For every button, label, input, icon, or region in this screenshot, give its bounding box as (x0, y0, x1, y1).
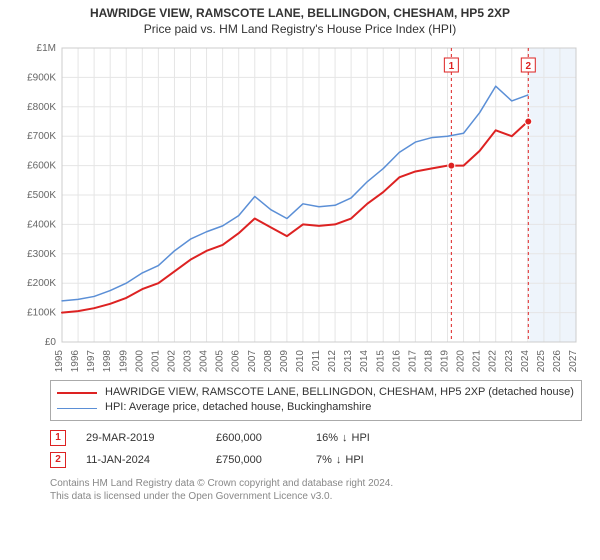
x-tick-label: 2024 (520, 350, 531, 372)
sales-diff-pct: 7% (316, 454, 332, 466)
chart-subtitle: Price paid vs. HM Land Registry's House … (0, 22, 600, 36)
x-tick-label: 2007 (247, 350, 258, 372)
x-tick-label: 2025 (536, 350, 547, 372)
sale-dot (525, 118, 532, 125)
x-tick-label: 2023 (504, 350, 515, 372)
y-tick-label: £900K (27, 72, 56, 83)
chart-title: HAWRIDGE VIEW, RAMSCOTE LANE, BELLINGDON… (0, 0, 600, 20)
sales-diff: 16% ↓ HPI (316, 432, 406, 444)
x-tick-label: 2015 (375, 350, 386, 372)
legend-label: HPI: Average price, detached house, Buck… (105, 400, 371, 415)
sales-price: £600,000 (216, 432, 296, 444)
legend-item: HAWRIDGE VIEW, RAMSCOTE LANE, BELLINGDON… (57, 385, 575, 400)
sale-dot (448, 162, 455, 169)
sales-date: 11-JAN-2024 (86, 454, 196, 466)
x-tick-label: 2006 (231, 350, 242, 372)
x-tick-label: 2001 (150, 350, 161, 372)
sales-diff: 7% ↓HPI (316, 454, 406, 466)
x-tick-label: 2000 (134, 350, 145, 372)
sales-date: 29-MAR-2019 (86, 432, 196, 444)
x-tick-label: 2012 (327, 350, 338, 372)
sales-table: 129-MAR-2019£600,00016%↓HPI211-JAN-2024£… (50, 427, 582, 471)
y-tick-label: £200K (27, 278, 56, 289)
chart-container: £0 £100K £200K £300K £400K £500K £600K £700K £80… (18, 42, 582, 372)
x-tick-label: 2021 (472, 350, 483, 372)
x-tick-label: 2016 (391, 350, 402, 372)
x-tick-label: 1999 (118, 350, 129, 372)
y-tick-label: £100K (27, 308, 56, 319)
x-tick-label: 2013 (343, 350, 354, 372)
footer-line-2: This data is licensed under the Open Gov… (50, 490, 582, 503)
sales-marker-box: 2 (50, 452, 66, 468)
x-tick-label: 2011 (311, 350, 322, 372)
y-tick-label: £700K (27, 131, 56, 142)
x-tick-label: 2002 (166, 350, 177, 372)
x-tick-label: 1997 (86, 350, 97, 372)
x-tick-label: 1998 (102, 350, 113, 372)
y-tick-label: £300K (27, 249, 56, 260)
sales-marker-box: 1 (50, 430, 66, 446)
footer-line-1: Contains HM Land Registry data © Crown c… (50, 477, 582, 490)
sales-row: 1 29-MAR-2019 £600,000 16% ↓ HPI (50, 427, 582, 449)
y-tick-label: £800K (27, 102, 56, 113)
sales-diff-label: HPI (352, 432, 370, 444)
sale-marker-number: 1 (449, 61, 455, 72)
y-tick-label: £600K (27, 161, 56, 172)
y-tick-label: £0 (45, 337, 57, 348)
x-tick-label: 2017 (407, 350, 418, 372)
sales-row: 2 11-JAN-2024 £750,000 7% ↓HPI (50, 449, 582, 471)
x-tick-label: 2005 (215, 350, 226, 372)
price-chart: £0 £100K £200K £300K £400K £500K £600K £700K £80… (18, 42, 582, 372)
x-tick-label: 2019 (440, 350, 451, 372)
x-tick-label: 1996 (70, 350, 81, 372)
x-tick-label: 2009 (279, 350, 290, 372)
y-tick-label: £400K (27, 219, 56, 230)
x-tick-label: 2004 (199, 350, 210, 372)
x-tick-label: 2022 (488, 350, 499, 372)
y-tick-label: £500K (27, 190, 56, 201)
sales-diff-pct: 16% (316, 432, 338, 444)
arrow-down-icon: ↓ (342, 432, 348, 444)
footer-attribution: Contains HM Land Registry data © Crown c… (50, 477, 582, 503)
legend-swatch (57, 392, 97, 394)
sales-price: £750,000 (216, 454, 296, 466)
x-tick-label: 2008 (263, 350, 274, 372)
x-tick-label: 2010 (295, 350, 306, 372)
x-tick-label: 2027 (568, 350, 579, 372)
x-tick-label: 2003 (183, 350, 194, 372)
legend-swatch (57, 408, 97, 409)
legend: HAWRIDGE VIEW, RAMSCOTE LANE, BELLINGDON… (50, 380, 582, 421)
legend-label: HAWRIDGE VIEW, RAMSCOTE LANE, BELLINGDON… (105, 385, 574, 400)
x-tick-label: 2020 (456, 350, 467, 372)
sales-diff-label: HPI (345, 454, 363, 466)
sale-marker-number: 2 (526, 61, 532, 72)
legend-item: HPI: Average price, detached house, Buck… (57, 400, 575, 415)
series-price_paid (62, 122, 528, 313)
series-hpi (62, 86, 528, 301)
x-tick-label: 1995 (54, 350, 65, 372)
x-tick-label: 2018 (423, 350, 434, 372)
x-tick-label: 2026 (552, 350, 563, 372)
x-tick-label: 2014 (359, 350, 370, 372)
y-tick-label: £1M (37, 43, 56, 54)
arrow-down-icon: ↓ (336, 454, 342, 466)
